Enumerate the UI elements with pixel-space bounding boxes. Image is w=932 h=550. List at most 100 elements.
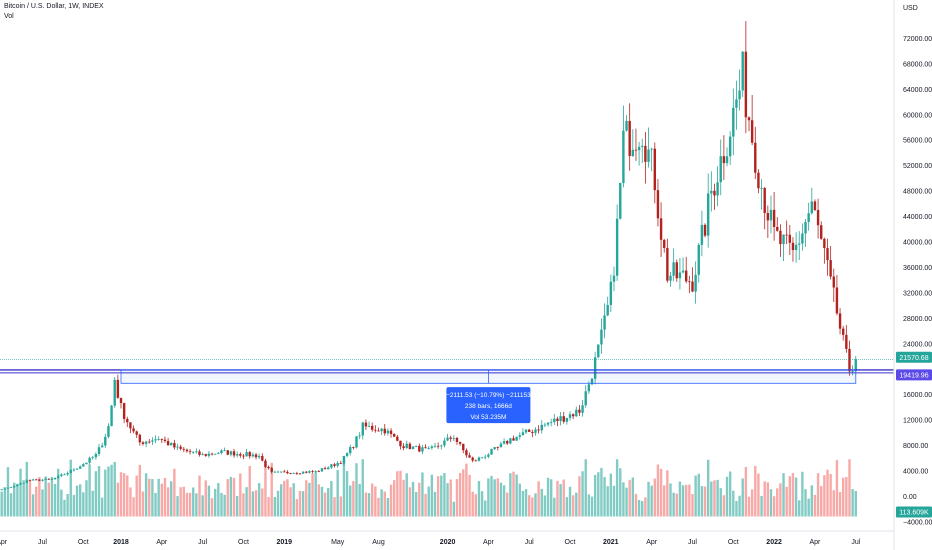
time-tick-label: Jul xyxy=(525,539,534,546)
time-tick-label: May xyxy=(331,539,345,546)
candle-body xyxy=(427,447,430,449)
volume-bar xyxy=(201,495,204,517)
volume-bar xyxy=(273,496,277,517)
volume-bar xyxy=(477,480,481,517)
candle-body xyxy=(772,209,776,227)
volume-bar xyxy=(358,483,361,517)
candle-body xyxy=(424,447,427,449)
volume-bar xyxy=(838,492,842,517)
candle-body xyxy=(327,467,330,470)
volume-bar xyxy=(399,470,402,517)
volume-bar xyxy=(691,494,694,517)
price-tick-label: 8000.00 xyxy=(903,443,928,450)
volume-bar xyxy=(562,479,565,517)
volume-bar xyxy=(694,475,697,517)
candle-body xyxy=(430,446,434,448)
candle-body xyxy=(848,348,851,372)
volume-bar xyxy=(804,489,807,517)
candle-body xyxy=(377,430,380,432)
volume-bar xyxy=(656,464,660,517)
candle-body xyxy=(204,454,207,456)
candle-body xyxy=(66,473,69,475)
candle-body xyxy=(603,315,606,330)
price-tick-label: 68000.00 xyxy=(903,61,932,68)
candle-body xyxy=(13,486,16,488)
candle-body xyxy=(823,238,826,249)
time-tick-label: Jul xyxy=(688,539,697,546)
candle-body xyxy=(706,193,710,236)
candle-body xyxy=(559,416,562,421)
volume-bar xyxy=(264,463,267,517)
candle-body xyxy=(722,156,726,164)
volume-bar xyxy=(546,477,550,517)
level-price-tag xyxy=(896,369,932,381)
candle-body xyxy=(138,434,142,443)
candle-body xyxy=(41,479,44,481)
volume-bar xyxy=(735,501,738,517)
volume-bar xyxy=(414,492,418,517)
candle-body xyxy=(590,378,594,385)
candle-body xyxy=(433,445,437,447)
volume-bar xyxy=(151,479,154,517)
candle-body xyxy=(443,440,446,446)
volume-bar xyxy=(823,475,826,517)
price-tick-label: 32000.00 xyxy=(903,290,932,297)
candle-body xyxy=(0,489,3,491)
candle-body xyxy=(851,371,854,372)
candle-body xyxy=(650,148,653,150)
candle-body xyxy=(747,117,751,121)
candle-body xyxy=(455,437,459,442)
volume-bar xyxy=(634,493,638,517)
candle-body xyxy=(57,475,60,478)
volume-bar xyxy=(173,468,176,517)
candle-body xyxy=(402,446,405,448)
volume-bar xyxy=(622,482,625,517)
volume-bar xyxy=(66,494,69,517)
volume-bar xyxy=(386,497,390,517)
volume-bar xyxy=(47,482,50,517)
candle-body xyxy=(502,441,506,444)
volume-bar xyxy=(305,480,308,517)
volume-bar xyxy=(443,472,446,517)
candle-body xyxy=(681,270,685,273)
volume-bar xyxy=(647,481,650,517)
candle-body xyxy=(283,471,286,473)
volume-bar xyxy=(854,490,857,517)
volume-bar xyxy=(826,469,829,517)
volume-bar xyxy=(38,477,41,517)
candle-body xyxy=(675,262,678,279)
volume-bar xyxy=(336,469,339,517)
measure-tooltip-line1: −2111.53 (−10.79%) −211153 xyxy=(446,392,531,399)
candle-body xyxy=(794,244,798,251)
volume-bar xyxy=(465,463,468,517)
volume-bar xyxy=(91,490,94,517)
last-price-tag-text: 21570.68 xyxy=(899,355,928,362)
price-tick-label: 28000.00 xyxy=(903,316,932,323)
volume-bar xyxy=(232,477,236,517)
candle-body xyxy=(308,471,311,473)
volume-bar xyxy=(612,485,616,517)
candle-body xyxy=(788,234,792,243)
candle-body xyxy=(383,428,386,434)
candle-body xyxy=(28,480,32,482)
volume-bar xyxy=(214,488,217,517)
candle-body xyxy=(732,107,735,137)
volume-bar xyxy=(681,485,685,517)
candle-body xyxy=(719,156,722,183)
candle-body xyxy=(179,446,182,449)
candle-body xyxy=(622,130,625,183)
candle-body xyxy=(678,272,682,279)
candle-body xyxy=(47,478,50,480)
price-tick-label: 24000.00 xyxy=(903,341,932,348)
candle-body xyxy=(813,201,817,211)
volume-bar xyxy=(578,476,581,517)
volume-bar xyxy=(235,496,239,517)
volume-bar xyxy=(609,473,613,517)
candle-body xyxy=(182,448,185,450)
volume-bar xyxy=(317,484,321,517)
volume-bar xyxy=(327,488,330,517)
volume-bar xyxy=(170,481,173,517)
volume-bar xyxy=(257,483,261,517)
candle-body xyxy=(195,451,198,453)
